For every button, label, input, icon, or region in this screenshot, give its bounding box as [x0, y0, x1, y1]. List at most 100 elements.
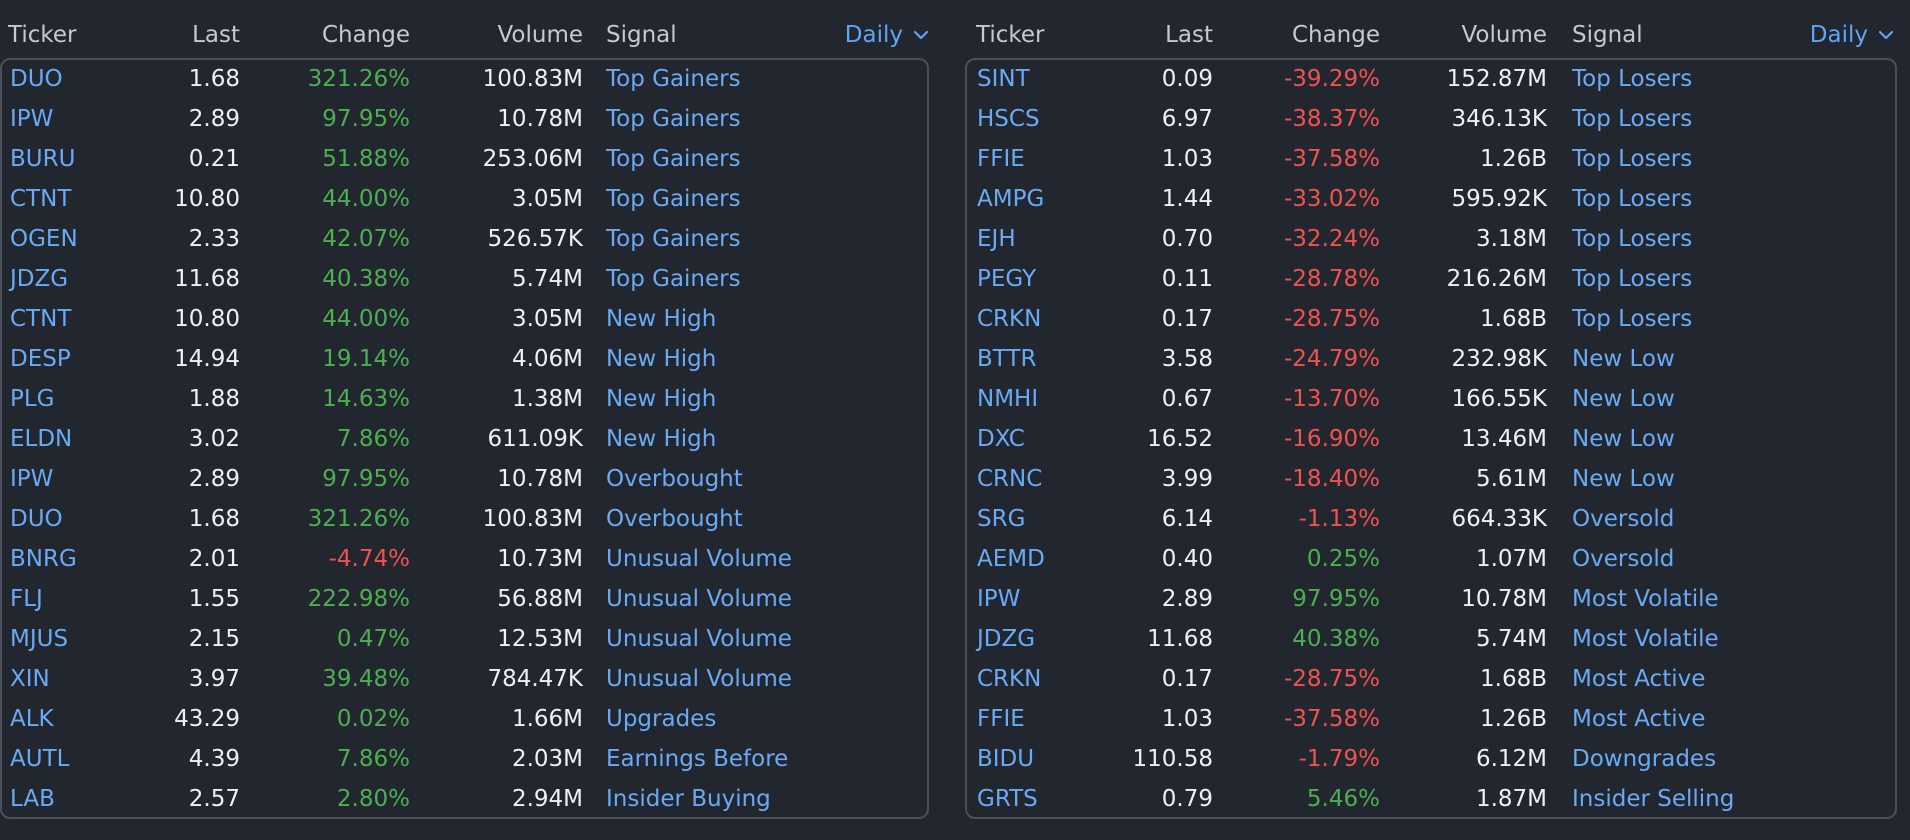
table-row[interactable]: BIDU 110.58 -1.79% 6.12M Downgrades — [965, 740, 1900, 780]
ticker-link[interactable]: DESP — [10, 346, 71, 372]
signal-link[interactable]: Top Gainers — [606, 106, 741, 132]
signal-link[interactable]: Most Volatile — [1572, 586, 1719, 612]
ticker-link[interactable]: JDZG — [10, 266, 69, 292]
ticker-link[interactable]: FLJ — [10, 586, 43, 612]
signal-link[interactable]: Overbought — [606, 506, 743, 532]
table-row[interactable]: CRNC 3.99 -18.40% 5.61M New Low — [965, 460, 1900, 500]
table-row[interactable]: IPW 2.89 97.95% 10.78M Top Gainers — [0, 100, 935, 140]
table-row[interactable]: LAB 2.57 2.80% 2.94M Insider Buying — [0, 780, 935, 820]
table-row[interactable]: JDZG 11.68 40.38% 5.74M Top Gainers — [0, 260, 935, 300]
table-row[interactable]: GRTS 0.79 5.46% 1.87M Insider Selling — [965, 780, 1900, 820]
ticker-link[interactable]: CTNT — [10, 306, 72, 332]
ticker-link[interactable]: ELDN — [10, 426, 73, 452]
header-signal[interactable]: Signal — [606, 22, 677, 48]
signal-link[interactable]: Insider Buying — [606, 786, 771, 812]
signal-link[interactable]: Top Gainers — [606, 66, 741, 92]
signal-link[interactable]: Oversold — [1572, 506, 1675, 532]
table-row[interactable]: SRG 6.14 -1.13% 664.33K Oversold — [965, 500, 1900, 540]
table-row[interactable]: FLJ 1.55 222.98% 56.88M Unusual Volume — [0, 580, 935, 620]
header-volume[interactable]: Volume — [497, 22, 583, 48]
header-signal[interactable]: Signal — [1572, 22, 1643, 48]
table-row[interactable]: FFIE 1.03 -37.58% 1.26B Most Active — [965, 700, 1900, 740]
header-volume[interactable]: Volume — [1461, 22, 1547, 48]
ticker-link[interactable]: AMPG — [977, 186, 1045, 212]
ticker-link[interactable]: DUO — [10, 66, 63, 92]
ticker-link[interactable]: OGEN — [10, 226, 78, 252]
ticker-link[interactable]: BURU — [10, 146, 76, 172]
ticker-link[interactable]: CRKN — [977, 666, 1042, 692]
ticker-link[interactable]: DUO — [10, 506, 63, 532]
signal-link[interactable]: Unusual Volume — [606, 586, 792, 612]
table-row[interactable]: CRKN 0.17 -28.75% 1.68B Most Active — [965, 660, 1900, 700]
ticker-link[interactable]: AEMD — [977, 546, 1045, 572]
signal-link[interactable]: Overbought — [606, 466, 743, 492]
table-row[interactable]: DESP 14.94 19.14% 4.06M New High — [0, 340, 935, 380]
ticker-link[interactable]: GRTS — [977, 786, 1038, 812]
signal-link[interactable]: Unusual Volume — [606, 666, 792, 692]
ticker-link[interactable]: FFIE — [977, 146, 1025, 172]
ticker-link[interactable]: BIDU — [977, 746, 1035, 772]
signal-link[interactable]: Most Active — [1572, 666, 1706, 692]
signal-link[interactable]: New Low — [1572, 466, 1675, 492]
table-row[interactable]: XIN 3.97 39.48% 784.47K Unusual Volume — [0, 660, 935, 700]
ticker-link[interactable]: XIN — [10, 666, 50, 692]
ticker-link[interactable]: AUTL — [10, 746, 70, 772]
ticker-link[interactable]: EJH — [977, 226, 1016, 252]
signal-link[interactable]: Top Losers — [1572, 66, 1693, 92]
signal-link[interactable]: New Low — [1572, 426, 1675, 452]
signal-link[interactable]: Earnings Before — [606, 746, 789, 772]
signal-link[interactable]: Most Active — [1572, 706, 1706, 732]
table-row[interactable]: JDZG 11.68 40.38% 5.74M Most Volatile — [965, 620, 1900, 660]
ticker-link[interactable]: BNRG — [10, 546, 77, 572]
table-row[interactable]: MJUS 2.15 0.47% 12.53M Unusual Volume — [0, 620, 935, 660]
table-row[interactable]: ELDN 3.02 7.86% 611.09K New High — [0, 420, 935, 460]
table-row[interactable]: CTNT 10.80 44.00% 3.05M New High — [0, 300, 935, 340]
signal-link[interactable]: Top Gainers — [606, 266, 741, 292]
ticker-link[interactable]: SINT — [977, 66, 1030, 92]
header-last[interactable]: Last — [1165, 22, 1213, 48]
table-row[interactable]: AEMD 0.40 0.25% 1.07M Oversold — [965, 540, 1900, 580]
ticker-link[interactable]: CTNT — [10, 186, 72, 212]
table-row[interactable]: EJH 0.70 -32.24% 3.18M Top Losers — [965, 220, 1900, 260]
header-ticker[interactable]: Ticker — [976, 22, 1045, 48]
ticker-link[interactable]: PEGY — [977, 266, 1037, 292]
ticker-link[interactable]: IPW — [977, 586, 1021, 612]
header-change[interactable]: Change — [321, 22, 410, 48]
header-ticker[interactable]: Ticker — [8, 22, 77, 48]
ticker-link[interactable]: ALK — [10, 706, 54, 732]
signal-link[interactable]: Top Losers — [1572, 106, 1693, 132]
signal-link[interactable]: Unusual Volume — [606, 546, 792, 572]
signal-link[interactable]: Top Losers — [1572, 226, 1693, 252]
ticker-link[interactable]: LAB — [10, 786, 55, 812]
ticker-link[interactable]: HSCS — [977, 106, 1040, 132]
signal-link[interactable]: Top Gainers — [606, 226, 741, 252]
signal-link[interactable]: New High — [606, 426, 717, 452]
ticker-link[interactable]: CRNC — [977, 466, 1043, 492]
ticker-link[interactable]: MJUS — [10, 626, 69, 652]
table-row[interactable]: AMPG 1.44 -33.02% 595.92K Top Losers — [965, 180, 1900, 220]
table-row[interactable]: DUO 1.68 321.26% 100.83M Top Gainers — [0, 60, 935, 100]
table-row[interactable]: DUO 1.68 321.26% 100.83M Overbought — [0, 500, 935, 540]
signal-link[interactable]: Unusual Volume — [606, 626, 792, 652]
table-row[interactable]: IPW 2.89 97.95% 10.78M Most Volatile — [965, 580, 1900, 620]
table-row[interactable]: FFIE 1.03 -37.58% 1.26B Top Losers — [965, 140, 1900, 180]
table-row[interactable]: OGEN 2.33 42.07% 526.57K Top Gainers — [0, 220, 935, 260]
signal-link[interactable]: Downgrades — [1572, 746, 1717, 772]
signal-link[interactable]: Top Losers — [1572, 186, 1693, 212]
table-row[interactable]: ALK 43.29 0.02% 1.66M Upgrades — [0, 700, 935, 740]
signal-link[interactable]: Upgrades — [606, 706, 717, 732]
ticker-link[interactable]: FFIE — [977, 706, 1025, 732]
header-last[interactable]: Last — [192, 22, 240, 48]
table-row[interactable]: NMHI 0.67 -13.70% 166.55K New Low — [965, 380, 1900, 420]
table-row[interactable]: BNRG 2.01 -4.74% 10.73M Unusual Volume — [0, 540, 935, 580]
signal-link[interactable]: Insider Selling — [1572, 786, 1735, 812]
signal-link[interactable]: Top Losers — [1572, 146, 1693, 172]
ticker-link[interactable]: IPW — [10, 466, 54, 492]
ticker-link[interactable]: NMHI — [977, 386, 1039, 412]
signal-link[interactable]: New High — [606, 306, 717, 332]
table-row[interactable]: CTNT 10.80 44.00% 3.05M Top Gainers — [0, 180, 935, 220]
ticker-link[interactable]: DXC — [977, 426, 1025, 452]
table-row[interactable]: PLG 1.88 14.63% 1.38M New High — [0, 380, 935, 420]
table-row[interactable]: CRKN 0.17 -28.75% 1.68B Top Losers — [965, 300, 1900, 340]
table-row[interactable]: HSCS 6.97 -38.37% 346.13K Top Losers — [965, 100, 1900, 140]
